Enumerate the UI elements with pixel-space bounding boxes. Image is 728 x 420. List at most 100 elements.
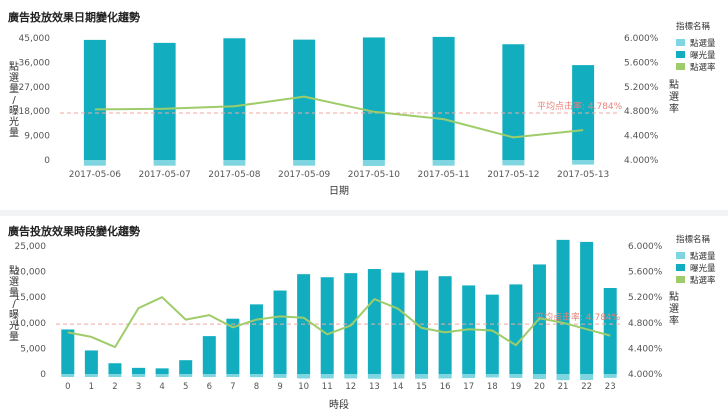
x-tick-label: 2017-05-09 <box>278 170 331 180</box>
x-tick-label: 8 <box>254 382 259 392</box>
x-tick-label: 14 <box>393 382 404 392</box>
clicks-bar <box>462 374 476 379</box>
y-tick-label-right: 5.600% <box>628 268 663 278</box>
legend-item-label: 點選量 <box>690 251 716 262</box>
clicks-bar <box>84 374 98 377</box>
x-tick-label: 15 <box>416 382 427 392</box>
ctr-line <box>67 296 611 349</box>
x-tick-label: 13 <box>369 382 380 392</box>
impressions-bar <box>293 39 316 161</box>
legend-item-label: 點選率 <box>690 62 716 73</box>
x-tick-label: 21 <box>558 382 569 392</box>
clicks-bar <box>509 374 523 378</box>
clicks-bar <box>61 374 75 377</box>
clicks-bar <box>202 374 216 377</box>
y-tick-label-right: 4.800% <box>624 107 659 117</box>
clicks-bar <box>438 374 452 379</box>
y-tick-label-left: 0 <box>40 370 46 380</box>
impressions-bar <box>108 363 122 374</box>
daily-trend-panel: 廣告投放效果日期變化趨勢 45,000 36,000 27,000 18,000 9,0… <box>0 0 728 210</box>
legend-swatch <box>676 51 685 58</box>
clicks-bar <box>344 374 358 379</box>
y-tick-label-right: 4.000% <box>628 370 663 380</box>
impressions-bar <box>320 277 334 374</box>
clicks-bar <box>223 160 246 166</box>
clicks-bar <box>293 160 316 166</box>
y-tick-label-left: 36,000 <box>19 58 51 68</box>
legend-item-label: 點選量 <box>690 38 716 49</box>
x-tick-label: 3 <box>136 382 141 392</box>
y-axis-label-left-char: 量 <box>9 331 19 343</box>
y-axis-label-left-char: 點 <box>9 264 19 277</box>
y-tick-label-right: 4.400% <box>628 344 663 354</box>
y-axis-label-right-char: 點 <box>669 290 679 303</box>
x-tick-label: 2017-05-12 <box>487 170 539 180</box>
impressions-bar <box>556 239 570 374</box>
x-tick-label: 22 <box>581 382 592 392</box>
y-axis-label-left-char: 曝 <box>9 105 19 117</box>
average-ctr-label: 平均点击率: 4.784% <box>535 311 621 323</box>
y-tick-label-right: 6.000% <box>628 242 663 252</box>
clicks-bar <box>432 160 455 166</box>
y-axis-label-left-char: 光 <box>9 115 19 128</box>
impressions-bar <box>432 36 455 160</box>
hourly-trend-chart: 25,000 20,000 15,000 10,000 5,000 0 6.000% 5.60… <box>9 234 716 411</box>
y-tick-label-left: 25,000 <box>15 242 47 252</box>
y-axis-label-right-char: 率 <box>669 314 679 327</box>
y-tick-label-right: 5.200% <box>628 293 663 303</box>
x-tick-label: 23 <box>605 382 616 392</box>
x-tick-label: 10 <box>298 382 309 392</box>
impressions-bar <box>362 37 385 160</box>
impressions-bar <box>153 42 176 160</box>
legend-title: 指標名稱 <box>676 234 711 245</box>
legend-title: 指標名稱 <box>676 21 711 32</box>
clicks-bar <box>391 374 405 379</box>
y-tick-label-left: 0 <box>44 156 50 166</box>
x-tick-label: 1 <box>89 382 94 392</box>
daily-trend-chart: 45,000 36,000 27,000 18,000 9,000 0 6.000% 5.60… <box>9 21 716 197</box>
legend-item-label: 曝光量 <box>690 263 716 274</box>
y-tick-label-left: 20,000 <box>15 268 47 278</box>
clicks-bar <box>415 374 429 379</box>
impressions-bar <box>580 241 594 374</box>
impressions-bar <box>509 284 523 374</box>
clicks-bar <box>362 160 385 166</box>
y-axis-label-left-char: 量 <box>9 83 19 95</box>
y-axis-label-right-char: 選 <box>669 90 679 103</box>
clicks-bar <box>367 374 381 379</box>
x-tick-label: 9 <box>277 382 282 392</box>
clicks-bar <box>179 374 193 377</box>
y-tick-label-left: 45,000 <box>19 34 51 44</box>
impressions-bar <box>202 336 216 374</box>
x-tick-label: 16 <box>440 382 451 392</box>
x-axis-label: 時段 <box>329 398 349 411</box>
y-tick-label-right: 5.200% <box>624 83 659 93</box>
clicks-bar <box>83 160 106 166</box>
impressions-bar <box>83 39 106 160</box>
impressions-bar <box>502 44 525 161</box>
legend-item-label: 曝光量 <box>690 50 716 61</box>
y-tick-label-left: 27,000 <box>19 83 51 93</box>
x-tick-label: 11 <box>322 382 333 392</box>
y-axis-label-left-char: / <box>12 299 16 310</box>
y-tick-label-left: 10,000 <box>15 319 47 329</box>
clicks-bar <box>153 160 176 166</box>
y-axis-label-left-char: 光 <box>9 319 19 332</box>
impressions-bar <box>367 269 381 374</box>
x-tick-label: 5 <box>183 382 188 392</box>
chart-title-hourly: 廣告投放效果時段變化趨勢 <box>8 225 140 238</box>
x-tick-label: 19 <box>510 382 521 392</box>
impressions-bar <box>223 38 246 160</box>
clicks-bar <box>132 374 146 377</box>
y-axis-label-right-char: 點 <box>669 78 679 91</box>
impressions-bar <box>273 290 287 374</box>
x-tick-label: 2017-05-10 <box>348 170 401 180</box>
y-axis-label-left-char: 曝 <box>9 309 19 321</box>
x-tick-label: 20 <box>534 382 545 392</box>
clicks-bar <box>502 160 525 166</box>
impressions-bar <box>226 318 240 374</box>
x-axis-label: 日期 <box>329 185 349 197</box>
y-axis-label-left-char: 量 <box>9 287 19 299</box>
impressions-bar <box>391 272 405 374</box>
x-tick-label: 7 <box>230 382 235 392</box>
